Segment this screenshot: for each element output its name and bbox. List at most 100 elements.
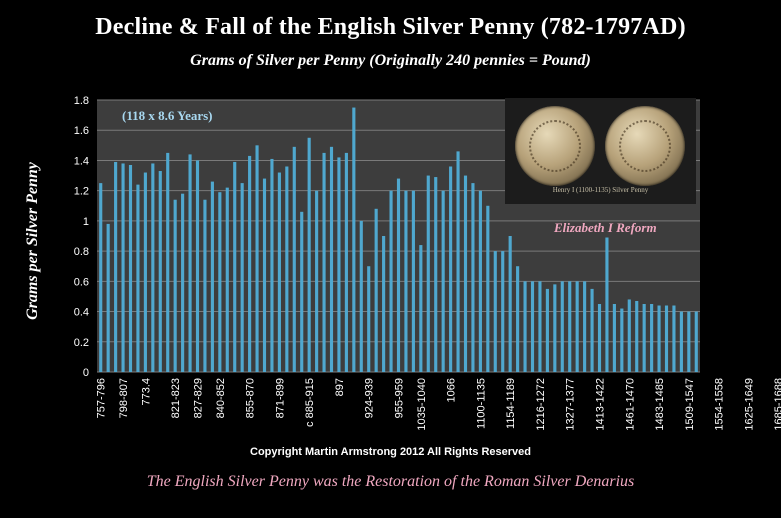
bar	[501, 251, 505, 372]
bar	[195, 160, 200, 372]
x-tick-label: 798-807	[118, 378, 130, 418]
bar	[240, 183, 244, 372]
bar	[538, 281, 542, 372]
bar	[121, 163, 125, 372]
annotation-elizabeth-reform: Elizabeth I Reform	[554, 220, 657, 235]
bar	[352, 107, 356, 372]
x-tick-label: 1509-1547	[684, 378, 696, 431]
x-tick-label: 871-899	[274, 378, 286, 418]
footer-caption: The English Silver Penny was the Restora…	[146, 473, 635, 490]
bar	[545, 288, 549, 372]
bar	[128, 164, 133, 372]
bar	[99, 183, 103, 372]
x-tick-label: 827-829	[193, 378, 205, 418]
bar	[575, 281, 579, 372]
bar	[672, 305, 676, 372]
bar	[300, 211, 304, 372]
bar	[523, 281, 527, 372]
x-tick-label: 1035-1040	[416, 378, 428, 431]
bar	[158, 171, 162, 372]
chart-subtitle: Grams of Silver per Penny (Originally 24…	[190, 52, 591, 69]
annotation-years: (118 x 8.6 Years)	[122, 108, 213, 123]
bar	[560, 281, 564, 372]
x-tick-label: c 885-915	[304, 378, 316, 427]
x-tick-label: 1483-1485	[654, 378, 666, 431]
y-tick-label: 0	[83, 367, 89, 379]
y-tick-label: 1.8	[74, 95, 89, 107]
bar	[270, 158, 274, 372]
bar	[203, 199, 207, 372]
bar	[679, 311, 683, 372]
x-tick-label: 1685-1688	[773, 378, 781, 431]
bar	[337, 157, 341, 372]
bar	[627, 299, 631, 372]
x-tick-label: 773.4	[140, 378, 152, 406]
chart-title: Decline & Fall of the English Silver Pen…	[95, 14, 686, 40]
x-tick-label: 821-823	[170, 378, 182, 418]
bar	[143, 172, 147, 372]
x-tick-label: 955-959	[394, 378, 406, 418]
bar	[404, 190, 408, 372]
bar	[233, 161, 237, 372]
x-tick-labels: 757-796 798-807 773.4 821-823 827-829 840-852…	[96, 378, 781, 431]
bar	[553, 284, 557, 372]
bar	[218, 192, 222, 372]
bar	[262, 178, 267, 372]
y-tick-label: 0.6	[74, 276, 89, 288]
bar	[367, 266, 371, 372]
x-tick-label: 757-796	[96, 378, 108, 418]
x-tick-label: 1625-1649	[743, 378, 755, 431]
x-tick-label: 840-852	[215, 378, 227, 418]
bar	[136, 184, 140, 372]
x-tick-label: 1154-1189	[505, 378, 517, 429]
x-tick-label: 855-870	[245, 378, 257, 418]
y-tick-labels: 0 0.2 0.4 0.6 0.8 1 1.2 1.4 1.6 1.8	[74, 95, 89, 379]
bar	[106, 223, 110, 372]
x-tick-label: 1554-1558	[714, 378, 726, 431]
x-tick-label: 1066	[446, 378, 458, 402]
coin-obverse-image	[515, 106, 595, 186]
coin-reverse-image	[605, 106, 685, 186]
bar	[657, 305, 661, 372]
bar	[456, 151, 460, 372]
x-tick-label: 1461-1470	[624, 378, 636, 431]
bar	[382, 236, 386, 372]
bar	[285, 166, 289, 372]
coin-photo: Henry I (1100-1135) Silver Penny	[505, 98, 696, 204]
y-tick-label: 1.2	[74, 186, 89, 198]
bar-series	[99, 107, 698, 372]
bar	[590, 288, 594, 372]
bar	[597, 304, 602, 372]
x-tick-label: 1100-1135	[475, 378, 487, 429]
bar	[344, 152, 348, 372]
bar	[635, 300, 639, 372]
bar	[508, 236, 512, 372]
bar	[396, 178, 401, 372]
bar	[568, 281, 572, 372]
bar	[620, 308, 624, 372]
bar	[225, 187, 229, 372]
bar	[426, 175, 430, 372]
bar	[248, 155, 252, 372]
bar	[650, 304, 654, 372]
y-tick-label: 0.2	[74, 337, 89, 349]
bar	[188, 154, 192, 372]
bar	[329, 146, 334, 372]
y-tick-label: 0.8	[74, 246, 89, 258]
bar	[478, 190, 482, 372]
bar	[471, 183, 475, 372]
bar	[292, 146, 296, 372]
bar	[181, 193, 185, 372]
x-tick-label: 1413-1422	[595, 378, 607, 431]
x-tick-label: 1216-1272	[535, 378, 547, 431]
y-tick-label: 1.4	[74, 155, 89, 167]
bar	[389, 190, 393, 372]
bar	[166, 152, 170, 372]
y-tick-label: 0.4	[74, 307, 89, 319]
x-tick-label: 897	[334, 378, 346, 396]
bar	[612, 304, 616, 372]
bar	[315, 190, 319, 372]
bar	[151, 163, 155, 372]
bar	[605, 237, 609, 372]
